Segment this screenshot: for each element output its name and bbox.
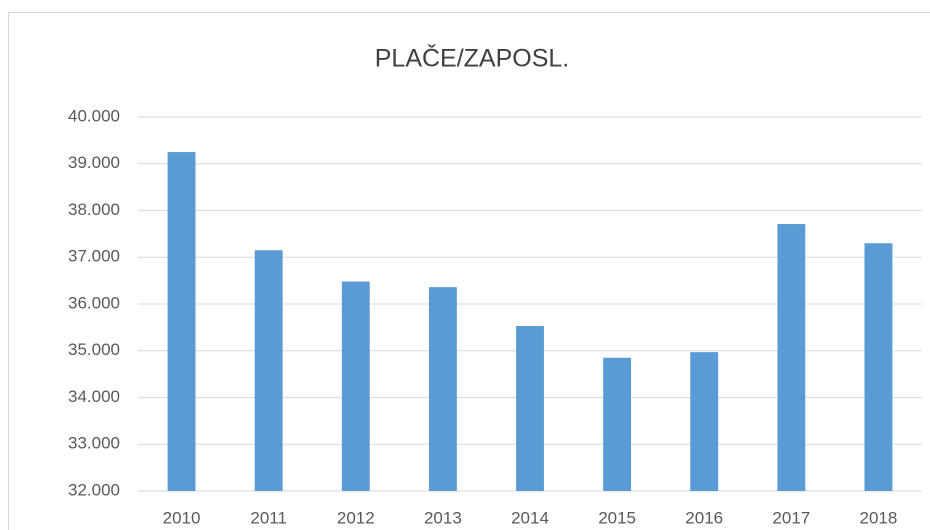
y-tick-label: 37.000: [68, 247, 120, 266]
bar: [254, 250, 283, 491]
x-tick-label: 2012: [337, 508, 375, 527]
bar: [516, 325, 544, 491]
y-tick-label: 32.000: [68, 480, 120, 499]
bar: [864, 243, 893, 491]
chart-title: PLAČE/ZAPOSL.: [375, 44, 570, 73]
x-tick-label: 2014: [511, 508, 549, 527]
bar: [341, 281, 370, 491]
y-tick-label: 36.000: [68, 293, 120, 312]
x-tick-label: 2013: [424, 508, 462, 527]
bar: [167, 152, 196, 491]
bar: [603, 357, 632, 491]
bar: [690, 352, 719, 491]
bar: [428, 287, 457, 491]
y-tick-label: 34.000: [68, 387, 120, 406]
x-tick-label: 2015: [598, 508, 636, 527]
bar: [777, 224, 806, 491]
x-tick-label: 2016: [685, 508, 723, 527]
y-tick-label: 39.000: [68, 153, 120, 172]
y-tick-label: 33.000: [68, 434, 120, 453]
x-tick-label: 2018: [860, 508, 898, 527]
chart-frame: [8, 12, 930, 530]
x-tick-label: 2017: [772, 508, 810, 527]
x-tick-label: 2010: [163, 508, 201, 527]
x-tick-label: 2011: [250, 508, 287, 527]
y-tick-label: 35.000: [68, 340, 120, 359]
y-tick-label: 38.000: [68, 200, 120, 219]
y-tick-label: 40.000: [68, 106, 120, 125]
